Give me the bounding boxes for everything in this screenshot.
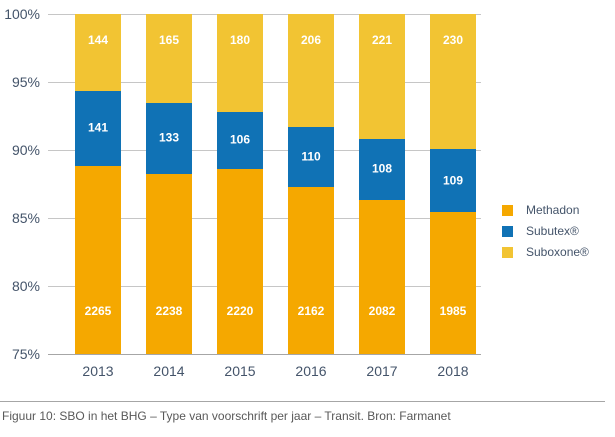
- y-axis-tick-label: 90%: [11, 142, 40, 158]
- x-axis-tick-label: 2016: [295, 363, 327, 379]
- figure-caption: Figuur 10: SBO in het BHG – Type van voo…: [2, 409, 451, 423]
- bar-segment-methadon-2014: 2238: [146, 173, 192, 354]
- x-axis-tick-label: 2013: [82, 363, 114, 379]
- legend-swatch-icon: [502, 225, 513, 237]
- value-label: 180: [229, 33, 251, 48]
- y-axis-tick-label: 75%: [11, 346, 40, 362]
- value-label: 2082: [368, 304, 396, 318]
- bar-segment-methadon-2013: 2265: [75, 166, 121, 354]
- bar-segment-subutex-2014: 133: [146, 102, 192, 174]
- y-axis-tick-label: 95%: [11, 74, 40, 90]
- bar-2017: 2082 108 221: [359, 14, 405, 354]
- bar-2015: 2220 106 180: [217, 14, 263, 354]
- x-axis-tick-label: 2015: [224, 363, 256, 379]
- bar-segment-suboxone-2018: 230: [430, 14, 476, 149]
- bar-segment-methadon-2017: 2082: [359, 199, 405, 354]
- value-label: 2265: [84, 304, 112, 318]
- value-label: 206: [300, 33, 322, 48]
- bar-2014: 2238 133 165: [146, 14, 192, 354]
- y-axis-tick-label: 85%: [11, 210, 40, 226]
- y-axis-tick-label: 80%: [11, 278, 40, 294]
- bar-segment-suboxone-2016: 206: [288, 14, 334, 128]
- value-label: 2238: [155, 304, 183, 318]
- value-label: 221: [371, 33, 393, 48]
- bar-segment-subutex-2016: 110: [288, 127, 334, 188]
- value-label: 109: [442, 173, 464, 187]
- value-label: 108: [371, 161, 393, 176]
- legend-item-suboxone: Suboxone®: [502, 246, 589, 258]
- value-label: 165: [158, 33, 180, 48]
- gridline-95: [48, 82, 481, 83]
- bar-segment-subutex-2013: 141: [75, 90, 121, 166]
- chart-plot-area: 2265 141 144 2238 133 165 2220 106 180 2162 110 206…: [46, 14, 481, 355]
- bar-2013: 2265 141 144: [75, 14, 121, 354]
- legend-swatch-icon: [502, 246, 513, 258]
- bar-segment-subutex-2015: 106: [217, 111, 263, 170]
- x-axis-tick-label: 2018: [437, 363, 469, 379]
- legend: Methadon Subutex® Suboxone®: [502, 204, 589, 267]
- bar-segment-methadon-2016: 2162: [288, 187, 334, 354]
- legend-swatch-icon: [502, 204, 513, 216]
- value-label: 2220: [226, 304, 254, 318]
- bar-2016: 2162 110 206: [288, 14, 334, 354]
- value-label: 2162: [297, 304, 325, 318]
- legend-item-subutex: Subutex®: [502, 225, 589, 237]
- y-axis: 100% 95% 90% 85% 80% 75%: [0, 6, 40, 362]
- bar-segment-methadon-2018: 1985: [430, 212, 476, 354]
- bar-segment-suboxone-2013: 144: [75, 14, 121, 91]
- value-label: 106: [229, 132, 251, 147]
- value-label: 1985: [439, 304, 467, 318]
- value-label: 141: [87, 120, 109, 135]
- gridline-80: [48, 286, 481, 287]
- value-label: 144: [87, 33, 109, 48]
- bar-segment-suboxone-2015: 180: [217, 14, 263, 112]
- y-axis-tick-label: 100%: [4, 6, 40, 22]
- x-axis-tick-label: 2014: [153, 363, 185, 379]
- x-axis-tick-label: 2017: [366, 363, 398, 379]
- gridline-100: [48, 14, 481, 15]
- bar-segment-suboxone-2017: 221: [359, 14, 405, 139]
- bar-segment-subutex-2018: 109: [430, 148, 476, 213]
- caption-divider: [0, 401, 605, 402]
- x-axis-baseline: [48, 354, 481, 355]
- bar-segment-methadon-2015: 2220: [217, 169, 263, 354]
- bar-2018: 1985 109 230: [430, 14, 476, 354]
- value-label: 133: [158, 130, 180, 145]
- legend-label: Methadon: [526, 203, 580, 217]
- x-axis: 2013 2014 2015 2016 2017 2018: [46, 362, 481, 382]
- legend-item-methadon: Methadon: [502, 204, 589, 216]
- legend-label: Subutex®: [526, 224, 579, 238]
- gridline-90: [48, 150, 481, 151]
- bar-segment-suboxone-2014: 165: [146, 14, 192, 103]
- bar-segment-subutex-2017: 108: [359, 138, 405, 200]
- value-label: 110: [301, 149, 321, 164]
- value-label: 230: [442, 33, 464, 48]
- gridline-85: [48, 218, 481, 219]
- legend-label: Suboxone®: [526, 245, 589, 259]
